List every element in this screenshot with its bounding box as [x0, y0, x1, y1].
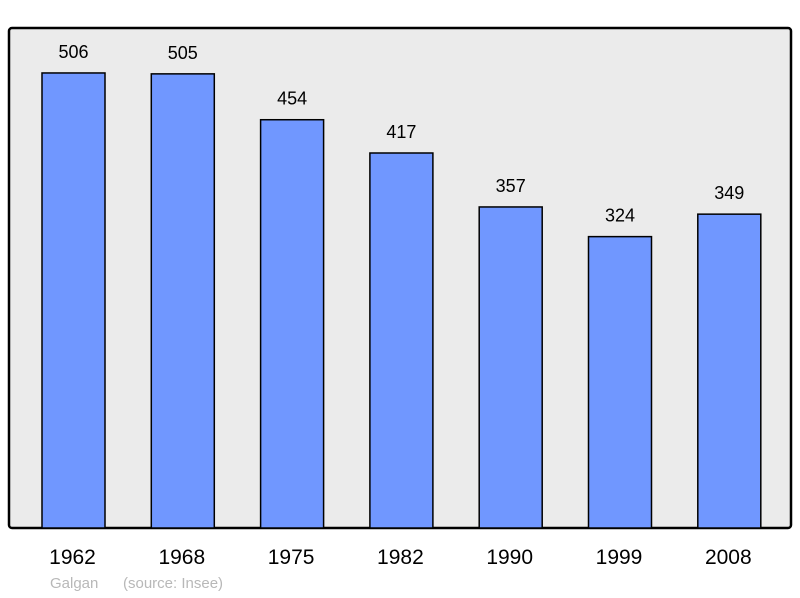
bar-1999 — [587, 235, 653, 529]
bar-2008 — [697, 213, 762, 529]
x-tick-label-1975: 1975 — [268, 546, 315, 569]
source-note: (source: Insee) — [123, 575, 224, 592]
data-label-2008: 349 — [714, 183, 744, 203]
data-label-1982: 417 — [386, 122, 416, 142]
x-tick-label-1999: 1999 — [596, 546, 643, 569]
bar-1975 — [259, 118, 325, 529]
data-label-1990: 357 — [496, 176, 526, 196]
x-tick-label-1990: 1990 — [486, 546, 533, 569]
bar-1962 — [41, 72, 106, 529]
x-tick-label-1982: 1982 — [377, 546, 424, 569]
data-label-1968: 505 — [168, 43, 198, 63]
bar-1968 — [150, 73, 216, 529]
x-tick-label-2008: 2008 — [705, 546, 752, 569]
x-tick-label-1968: 1968 — [158, 546, 205, 569]
author-credit: Galgan — [50, 575, 99, 592]
x-tick-label-1962: 1962 — [49, 546, 96, 569]
bar-1990 — [478, 206, 543, 529]
data-label-1962: 506 — [58, 42, 88, 62]
data-label-1975: 454 — [277, 89, 307, 109]
bar-1982 — [369, 152, 434, 529]
data-label-1999: 324 — [605, 206, 635, 226]
